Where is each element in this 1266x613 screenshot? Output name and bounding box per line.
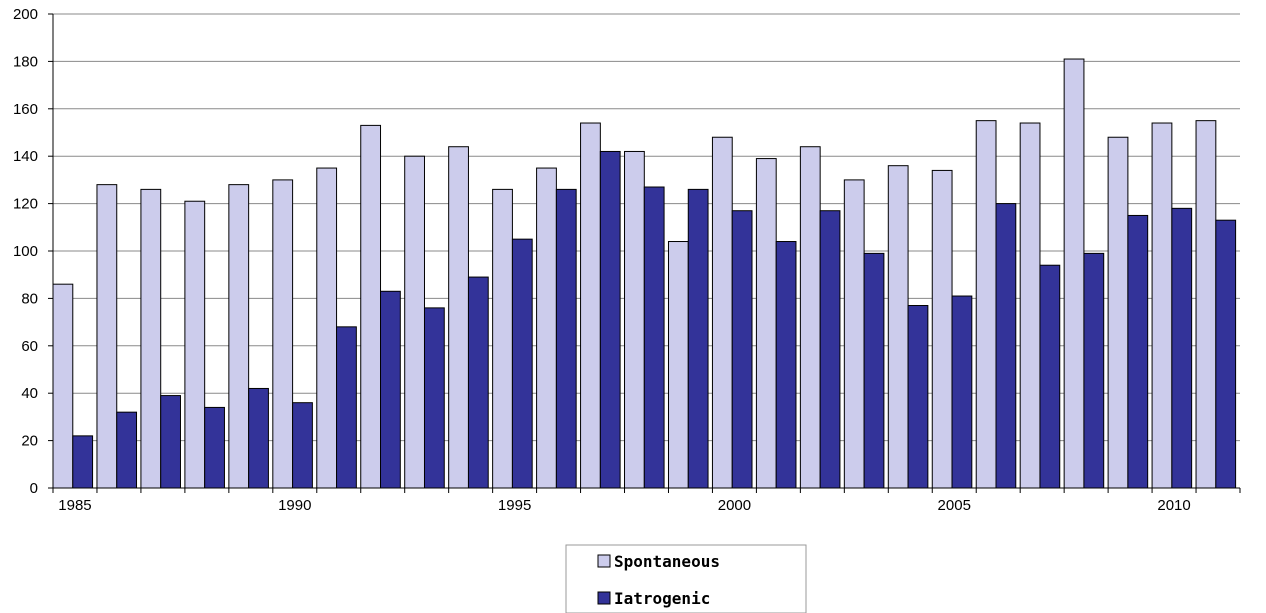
bar-iatrogenic-1995 xyxy=(511,238,533,489)
legend-swatch-iatrogenic xyxy=(597,591,611,605)
y-tick-label: 140 xyxy=(13,148,38,165)
bar-spontaneous-1995 xyxy=(492,188,513,489)
bar-iatrogenic-1992 xyxy=(380,290,401,489)
bar-iatrogenic-1988 xyxy=(204,406,225,489)
bar-iatrogenic-1993 xyxy=(423,307,445,489)
bar-iatrogenic-1986 xyxy=(116,411,138,489)
bar-iatrogenic-2009 xyxy=(1127,214,1149,489)
bar-spontaneous-2010 xyxy=(1151,122,1173,489)
bar-spontaneous-2006 xyxy=(975,120,997,489)
bar-spontaneous-2008 xyxy=(1063,58,1085,489)
y-tick-label: 60 xyxy=(21,338,38,355)
bar-spontaneous-1997 xyxy=(580,122,601,489)
bar-spontaneous-1988 xyxy=(184,200,206,489)
bar-spontaneous-1989 xyxy=(228,184,250,489)
y-tick-label: 160 xyxy=(13,101,38,118)
legend-label-iatrogenic: Iatrogenic xyxy=(614,589,710,608)
bar-iatrogenic-1997 xyxy=(599,150,621,489)
x-axis-ticks: 1985 1990 1995 2000 2005 2010 xyxy=(52,488,1241,514)
bar-iatrogenic-1985 xyxy=(72,435,94,489)
y-tick-label: 0 xyxy=(30,480,38,497)
bar-iatrogenic-2011 xyxy=(1215,219,1237,489)
bar-spontaneous-2009 xyxy=(1107,136,1129,489)
bar-iatrogenic-1989 xyxy=(248,387,269,489)
bar-iatrogenic-2008 xyxy=(1083,252,1105,489)
x-tick-label: 2000 xyxy=(718,497,751,514)
bar-spontaneous-2001 xyxy=(755,158,777,489)
bar-spontaneous-1999 xyxy=(667,241,689,489)
bar-spontaneous-2005 xyxy=(931,169,953,489)
bar-spontaneous-1990 xyxy=(272,179,294,489)
x-tick-label: 1995 xyxy=(498,497,531,514)
bar-iatrogenic-2004 xyxy=(907,305,929,489)
bar-spontaneous-1992 xyxy=(360,124,382,489)
bar-spontaneous-2000 xyxy=(711,136,733,489)
bar-iatrogenic-1987 xyxy=(160,395,181,489)
bar-spontaneous-2002 xyxy=(799,146,821,489)
bar-iatrogenic-1994 xyxy=(467,276,489,489)
bar-spontaneous-2007 xyxy=(1019,122,1041,489)
bar-iatrogenic-2007 xyxy=(1039,264,1061,489)
bar-iatrogenic-2005 xyxy=(951,295,973,489)
legend-label-spontaneous: Spontaneous xyxy=(614,552,720,571)
bar-spontaneous-2011 xyxy=(1195,120,1217,489)
x-tick-label: 1985 xyxy=(58,497,91,514)
bar-spontaneous-1986 xyxy=(96,184,118,489)
bar-iatrogenic-2001 xyxy=(775,241,797,489)
bar-iatrogenic-1991 xyxy=(336,326,357,489)
y-tick-label: 100 xyxy=(13,243,38,260)
bar-iatrogenic-2003 xyxy=(863,252,885,489)
y-tick-label: 180 xyxy=(13,53,38,70)
y-tick-label: 80 xyxy=(21,290,38,307)
bar-spontaneous-2004 xyxy=(887,165,909,489)
bar-iatrogenic-1999 xyxy=(687,188,709,489)
y-axis-ticks: 0 20 40 60 80 100 120 140 160 180 200 xyxy=(13,6,53,497)
bar-spontaneous-1994 xyxy=(448,146,469,489)
bar-iatrogenic-1998 xyxy=(643,186,665,489)
bar-spontaneous-1996 xyxy=(536,167,557,489)
bar-iatrogenic-2006 xyxy=(995,203,1017,489)
y-tick-label: 200 xyxy=(13,6,38,23)
legend-swatch-spontaneous xyxy=(597,554,611,568)
x-tick-label: 2005 xyxy=(938,497,971,514)
bar-iatrogenic-1990 xyxy=(292,402,313,489)
bar-spontaneous-1998 xyxy=(624,150,645,489)
y-tick-label: 120 xyxy=(13,196,38,213)
x-tick-label: 2010 xyxy=(1157,497,1190,514)
bar-spontaneous-1987 xyxy=(140,188,162,489)
bars xyxy=(52,58,1237,489)
x-tick-label: 1990 xyxy=(278,497,311,514)
bar-spontaneous-1993 xyxy=(404,155,425,489)
bar-spontaneous-2003 xyxy=(843,179,865,489)
bar-spontaneous-1991 xyxy=(316,167,338,489)
y-tick-label: 20 xyxy=(21,433,38,450)
bar-iatrogenic-2000 xyxy=(731,210,753,489)
bar-iatrogenic-2002 xyxy=(819,210,841,489)
bar-iatrogenic-1996 xyxy=(555,188,577,489)
bar-iatrogenic-2010 xyxy=(1171,207,1193,489)
bar-spontaneous-1985 xyxy=(52,283,74,489)
legend: Spontaneous Iatrogenic xyxy=(565,544,807,613)
y-tick-label: 40 xyxy=(21,385,38,402)
